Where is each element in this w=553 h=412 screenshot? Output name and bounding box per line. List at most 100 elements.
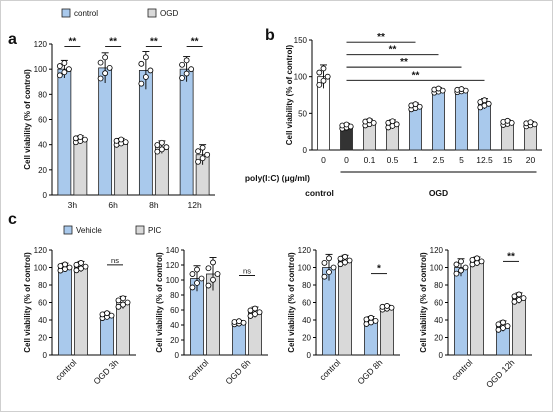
data-point <box>78 260 84 266</box>
data-point <box>199 144 206 151</box>
bar-pic <box>470 260 484 356</box>
y-tick-label: 150 <box>294 36 308 45</box>
bar-pic <box>338 260 352 356</box>
data-point <box>316 81 323 88</box>
y-tick-label: 40 <box>170 321 179 330</box>
bar-ogd <box>73 139 88 196</box>
data-point <box>458 86 465 92</box>
significance-label: ns <box>243 267 251 276</box>
data-point <box>343 121 350 128</box>
data-point <box>326 255 332 262</box>
significance-label: ** <box>68 37 76 48</box>
y-tick-label: 80 <box>434 281 443 290</box>
bar-dose <box>432 90 445 151</box>
significance-label: ** <box>150 37 158 48</box>
y-axis-label: Cell viability (% of control) <box>419 252 428 353</box>
y-tick-label: 100 <box>34 264 48 273</box>
y-tick-label: 60 <box>302 299 311 308</box>
data-point <box>198 275 205 282</box>
data-point <box>458 267 464 274</box>
y-tick-label: 140 <box>166 246 180 255</box>
x-tick-label: 20 <box>526 155 536 165</box>
data-point <box>56 63 63 69</box>
data-point <box>342 253 348 260</box>
y-tick-label: 60 <box>38 116 47 125</box>
x-tick-label: 8h <box>149 200 159 210</box>
data-point <box>163 144 170 151</box>
data-point <box>504 323 511 330</box>
bar-vehicle <box>454 267 468 356</box>
y-tick-label: 100 <box>298 264 312 273</box>
y-tick-label: 80 <box>302 281 311 290</box>
y-tick-label: 120 <box>34 246 48 255</box>
y-tick-label: 60 <box>434 299 443 308</box>
data-point <box>188 66 195 73</box>
y-tick-label: 120 <box>166 261 180 270</box>
bar-dose <box>455 90 468 151</box>
bar-pic <box>512 297 526 356</box>
data-point <box>320 65 327 72</box>
legend-label: control <box>74 9 98 18</box>
legend-label: PIC <box>148 226 162 235</box>
data-point <box>189 284 196 291</box>
x-tick-label: 1 <box>413 155 418 165</box>
data-point <box>195 158 201 165</box>
significance-label: ** <box>377 32 385 43</box>
y-tick-label: 80 <box>38 281 47 290</box>
panel-label-b: b <box>265 27 275 44</box>
y-tick-label: 80 <box>38 90 47 99</box>
y-tick-label: 20 <box>434 334 443 343</box>
data-point <box>435 85 442 92</box>
data-point <box>77 134 84 140</box>
data-point <box>204 151 211 158</box>
data-point <box>183 70 190 77</box>
data-point <box>210 259 216 266</box>
significance-label: ** <box>109 37 117 48</box>
data-point <box>179 75 185 81</box>
y-axis-label: Cell viability (% of control) <box>23 69 32 170</box>
data-point <box>205 265 212 272</box>
data-point <box>138 80 145 87</box>
data-point <box>66 66 72 73</box>
data-point <box>485 100 492 107</box>
data-point <box>384 303 390 309</box>
y-tick-label: 0 <box>43 351 48 360</box>
data-point <box>124 299 131 306</box>
data-point <box>205 282 212 289</box>
y-tick-label: 20 <box>302 334 311 343</box>
data-point <box>412 101 419 108</box>
data-point <box>183 57 190 64</box>
data-point <box>142 74 149 80</box>
panel-a-chart: 0 20 40 60 80 100 120 Cell viability (% of cont… <box>23 8 215 210</box>
data-point <box>158 146 165 153</box>
y-tick-label: 100 <box>294 73 308 82</box>
significance-label: ** <box>191 37 199 48</box>
data-point <box>379 303 386 310</box>
y-tick-label: 0 <box>43 191 48 200</box>
data-point <box>520 295 527 302</box>
data-point <box>102 70 109 77</box>
data-point <box>106 65 113 71</box>
bar-control <box>57 68 72 196</box>
significance-label: ns <box>111 256 119 265</box>
data-point <box>236 318 242 325</box>
x-tick-label: 0.1 <box>364 155 376 165</box>
data-point <box>231 319 238 325</box>
data-point <box>56 72 63 79</box>
data-point <box>458 258 464 265</box>
data-point <box>120 295 126 302</box>
y-tick-label: 20 <box>38 166 47 175</box>
y-tick-label: 60 <box>170 306 179 315</box>
data-point <box>82 263 89 270</box>
data-point <box>118 136 125 143</box>
group-label-ogd: OGD <box>429 188 448 198</box>
x-tick-label: 6h <box>108 200 118 210</box>
data-point <box>500 319 506 326</box>
data-point <box>453 270 460 277</box>
data-point <box>372 317 379 324</box>
y-axis-label: Cell viability (% of control) <box>23 252 32 353</box>
x-tick-label: 2.5 <box>433 155 445 165</box>
data-point <box>210 276 216 283</box>
